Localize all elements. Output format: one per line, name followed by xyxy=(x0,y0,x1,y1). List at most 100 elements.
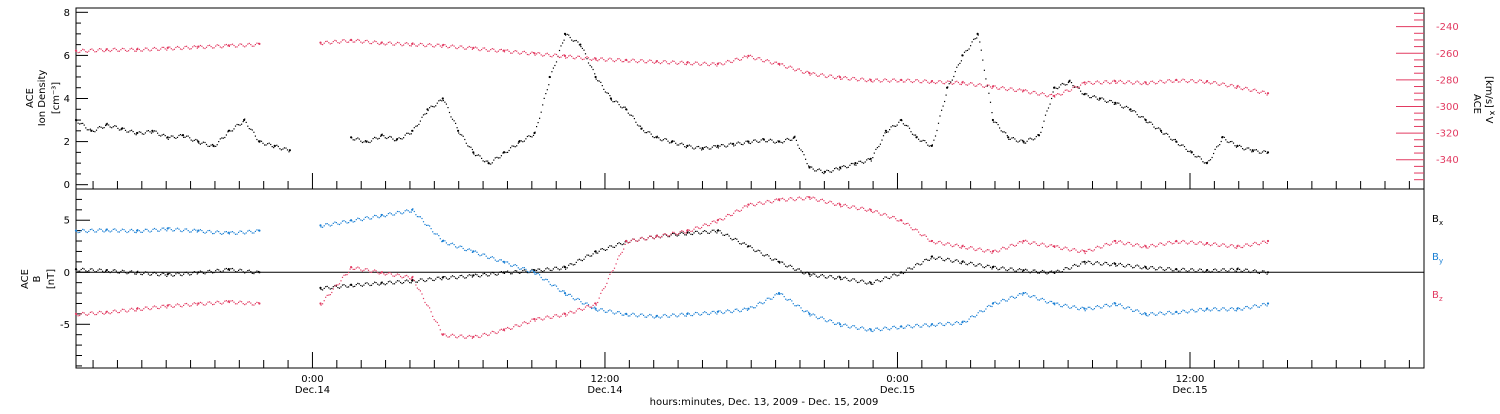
top-series-0-mark xyxy=(936,129,938,132)
bottom-series-By-mark xyxy=(115,229,117,231)
bottom-series-Bx-mark xyxy=(1025,268,1027,270)
bottom-series-Bz-mark xyxy=(1080,250,1082,252)
bottom-series-By-mark xyxy=(80,230,82,232)
bottom-series-By-mark xyxy=(432,231,434,233)
bottom-series-Bx-mark xyxy=(433,279,435,282)
bottom-series-Bx-mark xyxy=(384,284,386,286)
bottom-series-Bx-mark xyxy=(809,275,811,277)
bottom-series-By-mark xyxy=(519,268,521,270)
bottom-series-By-mark xyxy=(960,323,962,325)
bottom-series-Bx-mark xyxy=(843,277,845,279)
bottom-series-Bz-mark xyxy=(690,230,692,232)
bottom-series-Bz-mark xyxy=(823,200,825,202)
bottom-series-Bx-mark xyxy=(175,273,177,275)
bottom-series-Bz-mark xyxy=(779,200,781,202)
top-series-1-mark xyxy=(444,44,446,46)
bottom-series-Bz-mark xyxy=(772,201,775,203)
bottom-series-Bx-mark xyxy=(1029,272,1031,274)
bottom-series-Bx-mark xyxy=(902,272,904,275)
top-series-1-point xyxy=(716,62,719,65)
bottom-series-By-mark xyxy=(581,303,583,305)
bottom-series-Bx-mark xyxy=(942,259,944,261)
bottom-series-Bx-mark xyxy=(968,262,970,265)
bottom-series-Bx-mark xyxy=(960,263,962,265)
top-series-1-mark xyxy=(1106,80,1108,82)
bottom-series-By-mark xyxy=(83,229,85,231)
bottom-series-Bx-mark xyxy=(818,276,820,278)
top-series-0-mark xyxy=(176,136,179,138)
bottom-series-Bz-mark xyxy=(172,306,174,308)
bottom-series-Bx-mark xyxy=(986,264,988,266)
bottom-series-Bz-mark xyxy=(895,218,897,220)
bottom-series-Bx-mark xyxy=(426,280,428,282)
bottom-series-Bz-mark xyxy=(1090,249,1092,252)
bottom-series-Bz-mark xyxy=(228,301,230,304)
bottom-series-Bz-mark xyxy=(1049,244,1051,246)
bottom-ylabel-line2: B xyxy=(32,275,43,282)
x-tick-time-label: 12:00 xyxy=(591,374,620,385)
bottom-series-Bz-mark xyxy=(853,205,856,207)
bottom-series-By-mark xyxy=(337,223,339,225)
bottom-series-By-mark xyxy=(959,323,961,325)
bottom-series-Bz-mark xyxy=(708,224,710,227)
bottom-series-Bz-mark xyxy=(890,217,892,219)
bottom-series-Bx-point xyxy=(441,276,444,279)
top-series-1-mark xyxy=(389,41,391,43)
bottom-series-Bx-mark xyxy=(152,272,154,274)
top-series-1-mark xyxy=(970,82,972,84)
top-series-0-mark xyxy=(169,136,171,139)
top-series-1-mark xyxy=(112,48,114,50)
bottom-series-By-mark xyxy=(687,312,689,314)
top-series-1-mark xyxy=(1049,94,1051,96)
top-series-0-mark xyxy=(1246,147,1248,149)
top-series-1-mark xyxy=(406,42,408,44)
bottom-series-Bx-mark xyxy=(974,265,976,267)
bottom-series-Bx-mark xyxy=(387,281,389,283)
top-series-1-mark xyxy=(610,58,613,60)
bottom-series-By-mark xyxy=(823,318,825,320)
top-series-1-mark xyxy=(714,64,716,66)
top-series-0-mark xyxy=(717,147,719,149)
bottom-series-Bx-mark xyxy=(884,276,886,278)
bottom-series-Bz-mark xyxy=(673,231,675,233)
bottom-series-By-point xyxy=(350,219,353,222)
top-series-1-mark xyxy=(448,46,451,48)
top-series-1-mark xyxy=(924,79,926,81)
bottom-series-By-mark xyxy=(801,310,804,312)
top-series-1-mark xyxy=(814,72,816,74)
top-series-0-mark xyxy=(997,124,999,126)
bottom-series-Bx-mark xyxy=(543,270,545,272)
bottom-series-Bx-mark xyxy=(1044,272,1047,274)
bottom-series-Bz-mark xyxy=(410,278,412,280)
bottom-series-Bx-mark xyxy=(878,280,880,282)
top-series-0-point xyxy=(640,127,643,130)
bottom-series-By-mark xyxy=(404,210,406,212)
bottom-series-Bz-point xyxy=(1175,239,1178,243)
bottom-series-Bz-mark xyxy=(1043,243,1045,245)
top-series-1-mark xyxy=(1069,90,1071,92)
top-series-1-mark xyxy=(493,48,495,50)
bottom-series-Bz-mark xyxy=(331,291,333,294)
top-series-1-mark xyxy=(1138,81,1140,83)
bottom-series-Bz-mark xyxy=(571,311,573,313)
bottom-series-Bz-mark xyxy=(948,242,950,244)
bottom-series-Bx-mark xyxy=(1243,269,1245,271)
top-series-1-mark xyxy=(861,77,863,79)
top-series-0-mark xyxy=(817,169,819,171)
top-series-1-mark xyxy=(377,42,379,44)
bottom-series-Bz-mark xyxy=(108,312,110,314)
bottom-series-Bz-mark xyxy=(380,272,382,274)
bottom-series-By-mark xyxy=(138,230,140,232)
top-series-0-mark xyxy=(1211,156,1213,159)
top-series-1-mark xyxy=(980,84,982,86)
top-series-0-point xyxy=(609,97,613,100)
bottom-series-Bx-mark xyxy=(867,282,869,284)
bottom-series-By-mark xyxy=(907,324,909,326)
bottom-series-Bx-point xyxy=(1022,269,1025,272)
bottom-series-By-mark xyxy=(150,230,153,232)
bottom-series-By-mark xyxy=(103,231,105,233)
top-series-0-mark xyxy=(1092,95,1094,97)
bottom-series-By-mark xyxy=(178,228,180,230)
bottom-series-By-mark xyxy=(980,310,982,312)
top-series-0-mark xyxy=(1040,131,1042,133)
